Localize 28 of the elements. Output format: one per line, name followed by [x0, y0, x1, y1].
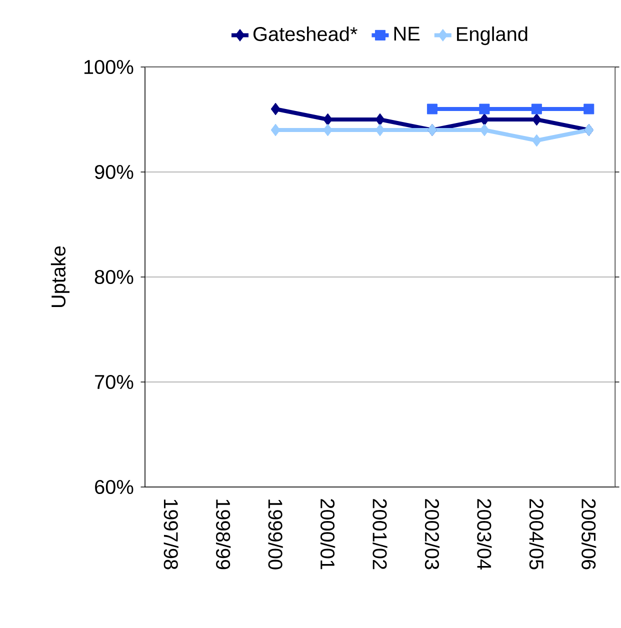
point — [479, 104, 490, 114]
x-tick-label: 2000/01 — [320, 499, 336, 570]
point — [375, 113, 385, 126]
point — [531, 104, 542, 114]
point — [532, 134, 542, 147]
x-tick-label: 2005/06 — [582, 499, 596, 570]
y-axis-title: Uptake — [50, 246, 70, 308]
y-tick-label: 70% — [95, 374, 134, 390]
y-tick-label: 90% — [94, 164, 134, 180]
y-tick-label: 60% — [95, 480, 134, 494]
point — [584, 104, 594, 114]
point — [480, 124, 490, 136]
y-tick-label: 80% — [94, 270, 134, 284]
x-tick-label: 2002/03 — [424, 499, 440, 570]
x-tick-label: 1997/98 — [164, 500, 178, 570]
point — [270, 124, 280, 136]
y-tick-label: 100% — [84, 60, 134, 74]
x-tick-label: 2004/05 — [529, 499, 544, 570]
x-tick-label: 1998/99 — [216, 500, 231, 570]
point — [426, 104, 438, 114]
legend-label: NE — [394, 26, 420, 41]
point — [375, 124, 385, 136]
x-tick-label: 1999/00 — [268, 500, 283, 570]
legend-label: Gateshead* — [253, 26, 358, 42]
point — [270, 102, 280, 116]
x-tick-label: 2001/02 — [372, 499, 388, 570]
legend-label: England — [457, 26, 528, 46]
x-tick-label: 2003/04 — [477, 499, 492, 570]
